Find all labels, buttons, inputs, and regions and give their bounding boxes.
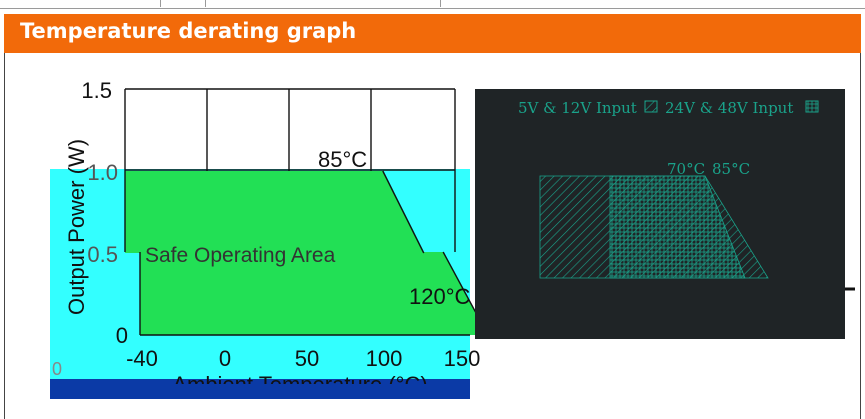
table-divider: [160, 0, 161, 7]
annotation-120c: 120°C: [409, 284, 471, 309]
y-tick-label: 1.0: [87, 160, 118, 185]
safe-area-upper: [125, 171, 424, 253]
y-tick-label: 0: [116, 323, 128, 348]
stray-glyph: 0: [52, 359, 62, 379]
x-tick-label: 0: [219, 346, 231, 371]
plot-box-upper: [125, 89, 455, 169]
content-frame: [4, 53, 861, 419]
section-title: Temperature derating graph: [20, 19, 357, 43]
derating-curve-upper: [382, 170, 425, 254]
safe-area-label: Safe Operating Area: [145, 244, 336, 267]
top-table-strip: [0, 0, 865, 9]
x-tick-label: 100: [366, 346, 403, 371]
y-tick-label: 0.5: [87, 242, 118, 267]
grid-region-24v-48v: [609, 175, 746, 279]
legend-24v-48v: 24V & 48V Input: [665, 99, 793, 117]
table-divider: [205, 0, 206, 7]
x-tick-label: 150: [444, 346, 481, 371]
y-axis-label: Output Power (W): [64, 139, 89, 315]
legend-5v-12v: 5V & 12V Input: [518, 99, 637, 117]
y-tick-label: 1.5: [81, 78, 112, 103]
annotation-70c: 70°C: [667, 160, 705, 178]
annotation-85c-dark: 85°C: [712, 160, 750, 178]
x-tick-label: 50: [295, 346, 319, 371]
left-derating-chart: 1.5 1.0 0.5 0 -40 0 50 100 150 Output Power …: [50, 78, 489, 399]
annotation-85c: 85°C: [318, 147, 367, 172]
blue-bar-cover: [50, 384, 470, 399]
legend-grid-swatch: [805, 100, 819, 113]
legend-hatch-swatch: [644, 100, 658, 113]
section-header: Temperature derating graph: [4, 14, 861, 53]
right-dark-panel: 5V & 12V Input 24V & 48V Input 70°C 85°C: [475, 89, 855, 339]
x-tick-label: -40: [126, 346, 158, 371]
safe-area-lower: [140, 252, 488, 335]
table-divider: [440, 0, 441, 7]
